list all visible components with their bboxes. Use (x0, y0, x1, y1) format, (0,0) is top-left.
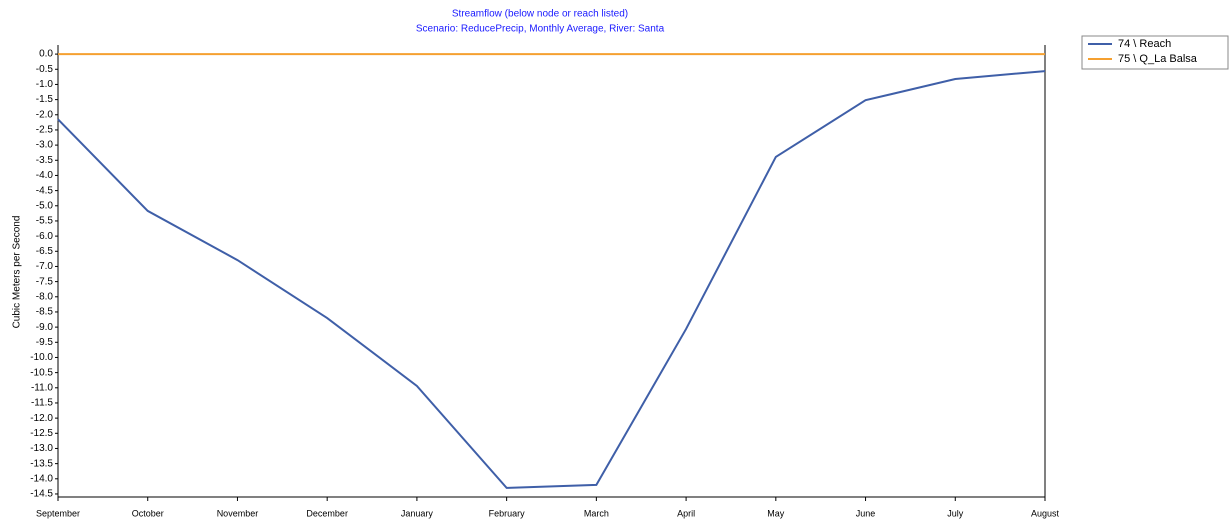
y-tick-label: -8.0 (36, 291, 54, 302)
x-tick-label: April (677, 508, 695, 518)
y-tick-label: -5.5 (36, 216, 54, 227)
y-tick-label: -9.5 (36, 337, 54, 348)
x-tick-label: August (1031, 508, 1060, 518)
y-tick-label: -13.5 (30, 458, 53, 469)
y-tick-label: -0.5 (36, 64, 54, 75)
y-tick-label: -4.0 (36, 170, 54, 181)
y-tick-label: -3.0 (36, 140, 54, 151)
y-tick-label: -1.0 (36, 79, 54, 90)
x-tick-label: March (584, 508, 609, 518)
y-tick-label: -12.0 (30, 413, 53, 424)
y-tick-label: -7.5 (36, 276, 54, 287)
chart-title: Streamflow (below node or reach listed) (452, 9, 628, 20)
y-tick-label: 0.0 (39, 49, 53, 60)
legend-label: 74 \ Reach (1118, 38, 1171, 50)
y-tick-label: -3.5 (36, 155, 54, 166)
y-tick-label: -6.0 (36, 231, 54, 242)
x-tick-label: November (217, 508, 259, 518)
x-tick-label: December (306, 508, 348, 518)
y-tick-label: -14.0 (30, 473, 53, 484)
y-tick-label: -7.0 (36, 261, 54, 272)
x-tick-label: June (856, 508, 876, 518)
y-tick-label: -2.0 (36, 109, 54, 120)
y-tick-label: -6.5 (36, 246, 54, 257)
y-tick-label: -12.5 (30, 428, 53, 439)
legend-box (1081, 35, 1229, 70)
y-tick-label: -1.5 (36, 94, 54, 105)
y-tick-label: -9.0 (36, 322, 54, 333)
y-tick-label: -2.5 (36, 125, 54, 136)
y-tick-label: -5.0 (36, 200, 54, 211)
y-tick-label: -14.5 (30, 489, 53, 500)
chart-subtitle: Scenario: ReducePrecip, Monthly Average,… (416, 24, 665, 35)
x-tick-label: February (489, 508, 526, 518)
x-tick-label: January (401, 508, 434, 518)
x-tick-label: October (132, 508, 164, 518)
y-tick-label: -10.0 (30, 352, 53, 363)
y-tick-label: -11.0 (31, 382, 53, 393)
y-tick-label: -8.5 (36, 307, 54, 318)
legend-label: 75 \ Q_La Balsa (1118, 53, 1198, 65)
y-tick-label: -13.0 (30, 443, 53, 454)
y-tick-label: -4.5 (36, 185, 54, 196)
x-tick-label: September (36, 508, 80, 518)
series-line (57, 70, 1046, 489)
x-tick-label: May (767, 508, 785, 518)
y-axis-label: Cubic Meters per Second (12, 216, 23, 329)
x-tick-label: July (947, 508, 964, 518)
y-tick-label: -10.5 (30, 367, 53, 378)
y-tick-label: -11.5 (31, 398, 53, 409)
